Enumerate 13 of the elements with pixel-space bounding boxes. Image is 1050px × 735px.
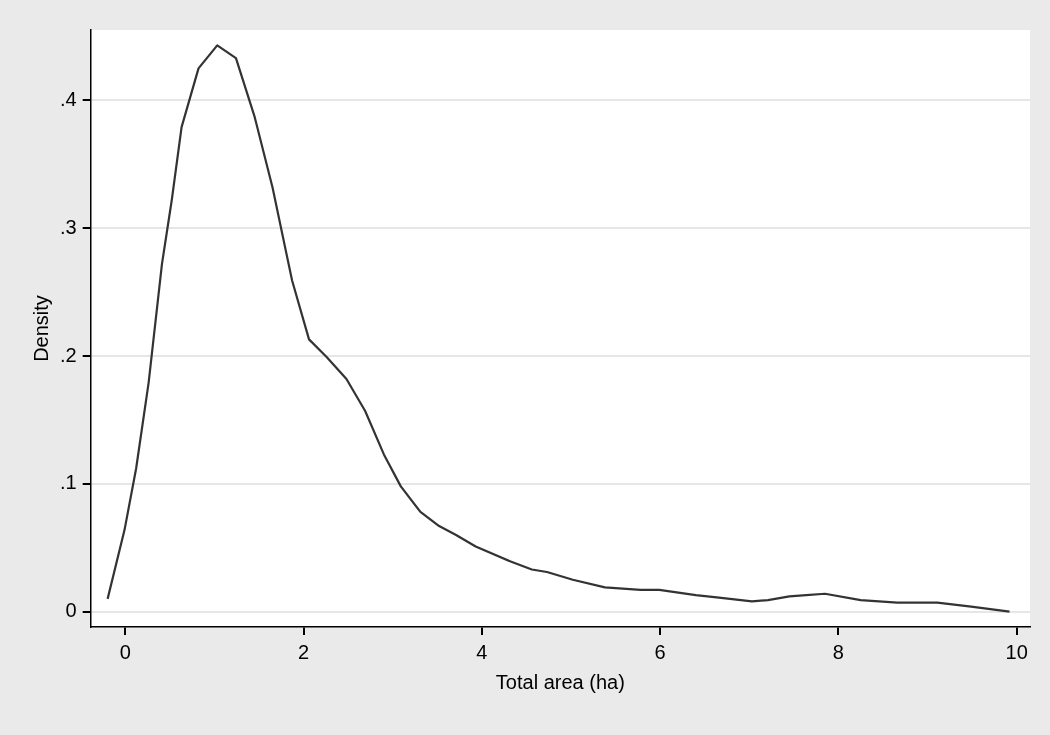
y-tick-label: .3 (59, 215, 77, 238)
x-tick-label: 4 (476, 640, 488, 663)
y-tick-label: 0 (65, 599, 77, 622)
x-tick-label: 8 (832, 640, 844, 663)
y-tick-label: .2 (59, 343, 77, 366)
x-tick-label: 2 (298, 640, 310, 663)
x-axis-title: Total area (ha) (495, 670, 625, 693)
y-tick-label: .4 (59, 87, 77, 110)
y-axis-title: Density (29, 295, 52, 362)
x-tick-label: 0 (119, 640, 131, 663)
x-tick-label: 6 (654, 640, 666, 663)
x-tick-label: 10 (1005, 640, 1028, 663)
y-tick-label: .1 (59, 471, 77, 494)
